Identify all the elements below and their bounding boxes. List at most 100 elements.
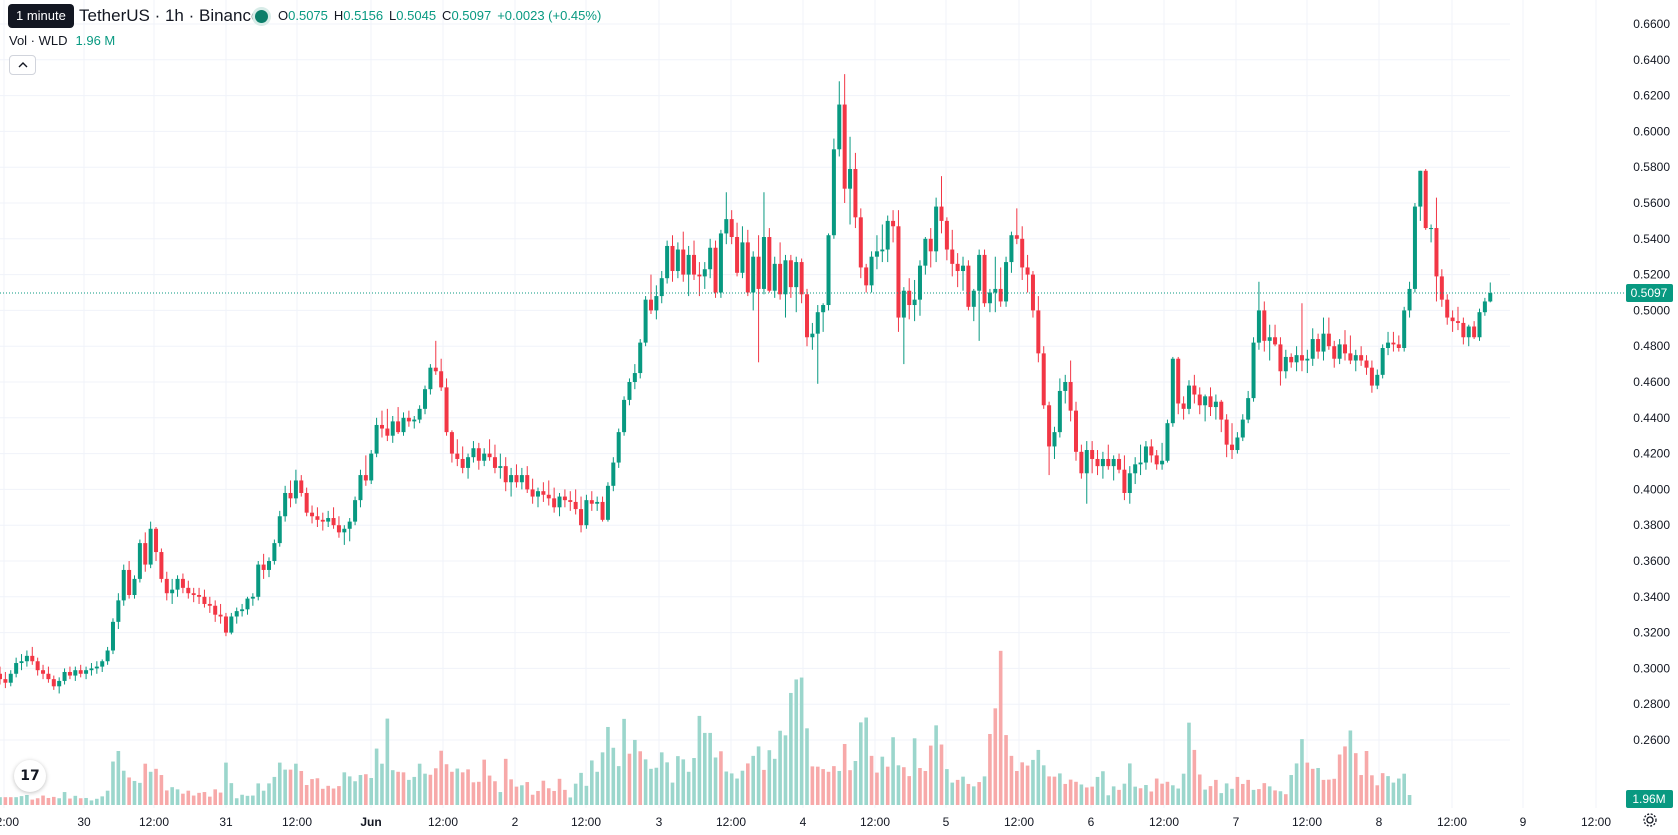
candle-body (1224, 419, 1229, 445)
price-axis[interactable]: 0.6600 0.6400 0.6200 0.6000 0.5800 0.5600 0.54… (1633, 17, 1670, 747)
candle-body (896, 226, 901, 318)
market-status-icon[interactable] (255, 10, 268, 23)
volume-bar (0, 797, 2, 805)
volume-bar (1257, 789, 1261, 805)
last-price-badge (1626, 284, 1673, 303)
candle-body (880, 249, 885, 252)
candle-body (1386, 342, 1391, 348)
volume-bar (1041, 765, 1046, 805)
volume-bar (1160, 783, 1164, 805)
volume-bar (638, 751, 643, 805)
candle-body (170, 589, 175, 594)
candle-body (1450, 317, 1455, 322)
candle-body (272, 543, 277, 561)
candle-body (648, 299, 653, 311)
volume-bar (536, 790, 540, 805)
price-tick-label: 0.2800 (1633, 697, 1670, 711)
volume-bar (471, 782, 476, 805)
volume-bar (1015, 770, 1019, 805)
close-label: C (442, 8, 452, 23)
volume-bar (1321, 779, 1326, 805)
candle-body (568, 500, 573, 502)
candle-body (84, 670, 89, 674)
volume-bar (288, 769, 293, 805)
candle-body (379, 424, 384, 429)
candle-body (164, 578, 169, 594)
volume-bar (1230, 788, 1234, 805)
volume-bar (584, 785, 589, 805)
candle-body (412, 419, 417, 422)
candle-body (928, 238, 933, 252)
volume-bar (347, 776, 352, 805)
candle-body (218, 614, 223, 617)
volume-bar (358, 775, 363, 805)
candle-body (1283, 356, 1288, 372)
candle-body (417, 408, 422, 420)
candle-body (100, 661, 105, 667)
candle-body (611, 462, 616, 486)
volume-bar (374, 748, 379, 805)
ohlc-legend: O0.5075 H0.5156 L0.5045 C0.5097 +0.0023 (+0.… (278, 8, 607, 23)
symbol-title[interactable]: TetherUS · 1h · Binance (79, 6, 261, 25)
volume-bar (783, 735, 788, 805)
volume-bar (751, 755, 755, 805)
volume-bar (229, 783, 234, 805)
volume-bar (810, 766, 815, 805)
volume-bar (95, 798, 99, 805)
volume-bar (875, 772, 879, 805)
volume-bar (57, 798, 61, 805)
volume-bar (175, 789, 180, 805)
volume-bar (52, 796, 56, 805)
volume-bar (186, 790, 191, 805)
price-tick-label: 0.5000 (1633, 303, 1670, 317)
candle-body (1160, 460, 1165, 465)
candle-body (293, 480, 298, 499)
volume-bar (891, 737, 895, 805)
volume-bar (412, 776, 417, 805)
candle-body (659, 278, 664, 297)
gear-icon[interactable] (1640, 812, 1660, 832)
price-tick-label: 0.6400 (1633, 53, 1670, 67)
price-tick-label: 0.3800 (1633, 518, 1670, 532)
candle-body (1262, 310, 1267, 341)
candle-body (1380, 347, 1385, 375)
close-value: 0.5097 (451, 8, 492, 23)
candle-body (1391, 342, 1396, 345)
candle-body (654, 296, 659, 311)
time-axis[interactable]: 12:00 30 12:00 31 12:00 Jun 12:00 2 12:00 3 12:00 4… (0, 815, 1611, 829)
candle-body (1466, 326, 1471, 338)
volume-bar (321, 788, 325, 805)
candle-body (137, 543, 142, 579)
volume-bar (1224, 783, 1229, 805)
volume-bar (1316, 768, 1320, 805)
collapse-legend-button[interactable] (9, 55, 36, 75)
volume-bars (0, 650, 1412, 805)
volume-bar (1278, 791, 1283, 805)
candle-body (907, 290, 912, 306)
volume-bar (1402, 773, 1406, 805)
candle-body (756, 256, 761, 289)
candle-body (121, 569, 126, 601)
volume-bar (310, 779, 314, 805)
candle-body (1117, 458, 1122, 470)
volume-bar (568, 797, 573, 805)
tradingview-logo-icon[interactable]: 17 (14, 760, 46, 792)
candle-body (363, 475, 368, 481)
volume-bar (1327, 779, 1331, 805)
volume-bar (315, 778, 320, 805)
candle-body (514, 475, 519, 483)
candle-body (616, 432, 621, 463)
volume-bar (1144, 785, 1148, 805)
volume-bar (590, 760, 594, 805)
candle-body (288, 492, 293, 499)
candle-body (1364, 360, 1369, 368)
candle-body (638, 342, 643, 374)
volume-bar (541, 780, 546, 805)
time-tick-label: 12:00 (282, 815, 312, 829)
volume-bar (105, 790, 110, 805)
candle-body (643, 299, 648, 343)
candle-body (831, 149, 836, 236)
volume-bar (902, 767, 906, 805)
volume-bar (148, 771, 153, 805)
